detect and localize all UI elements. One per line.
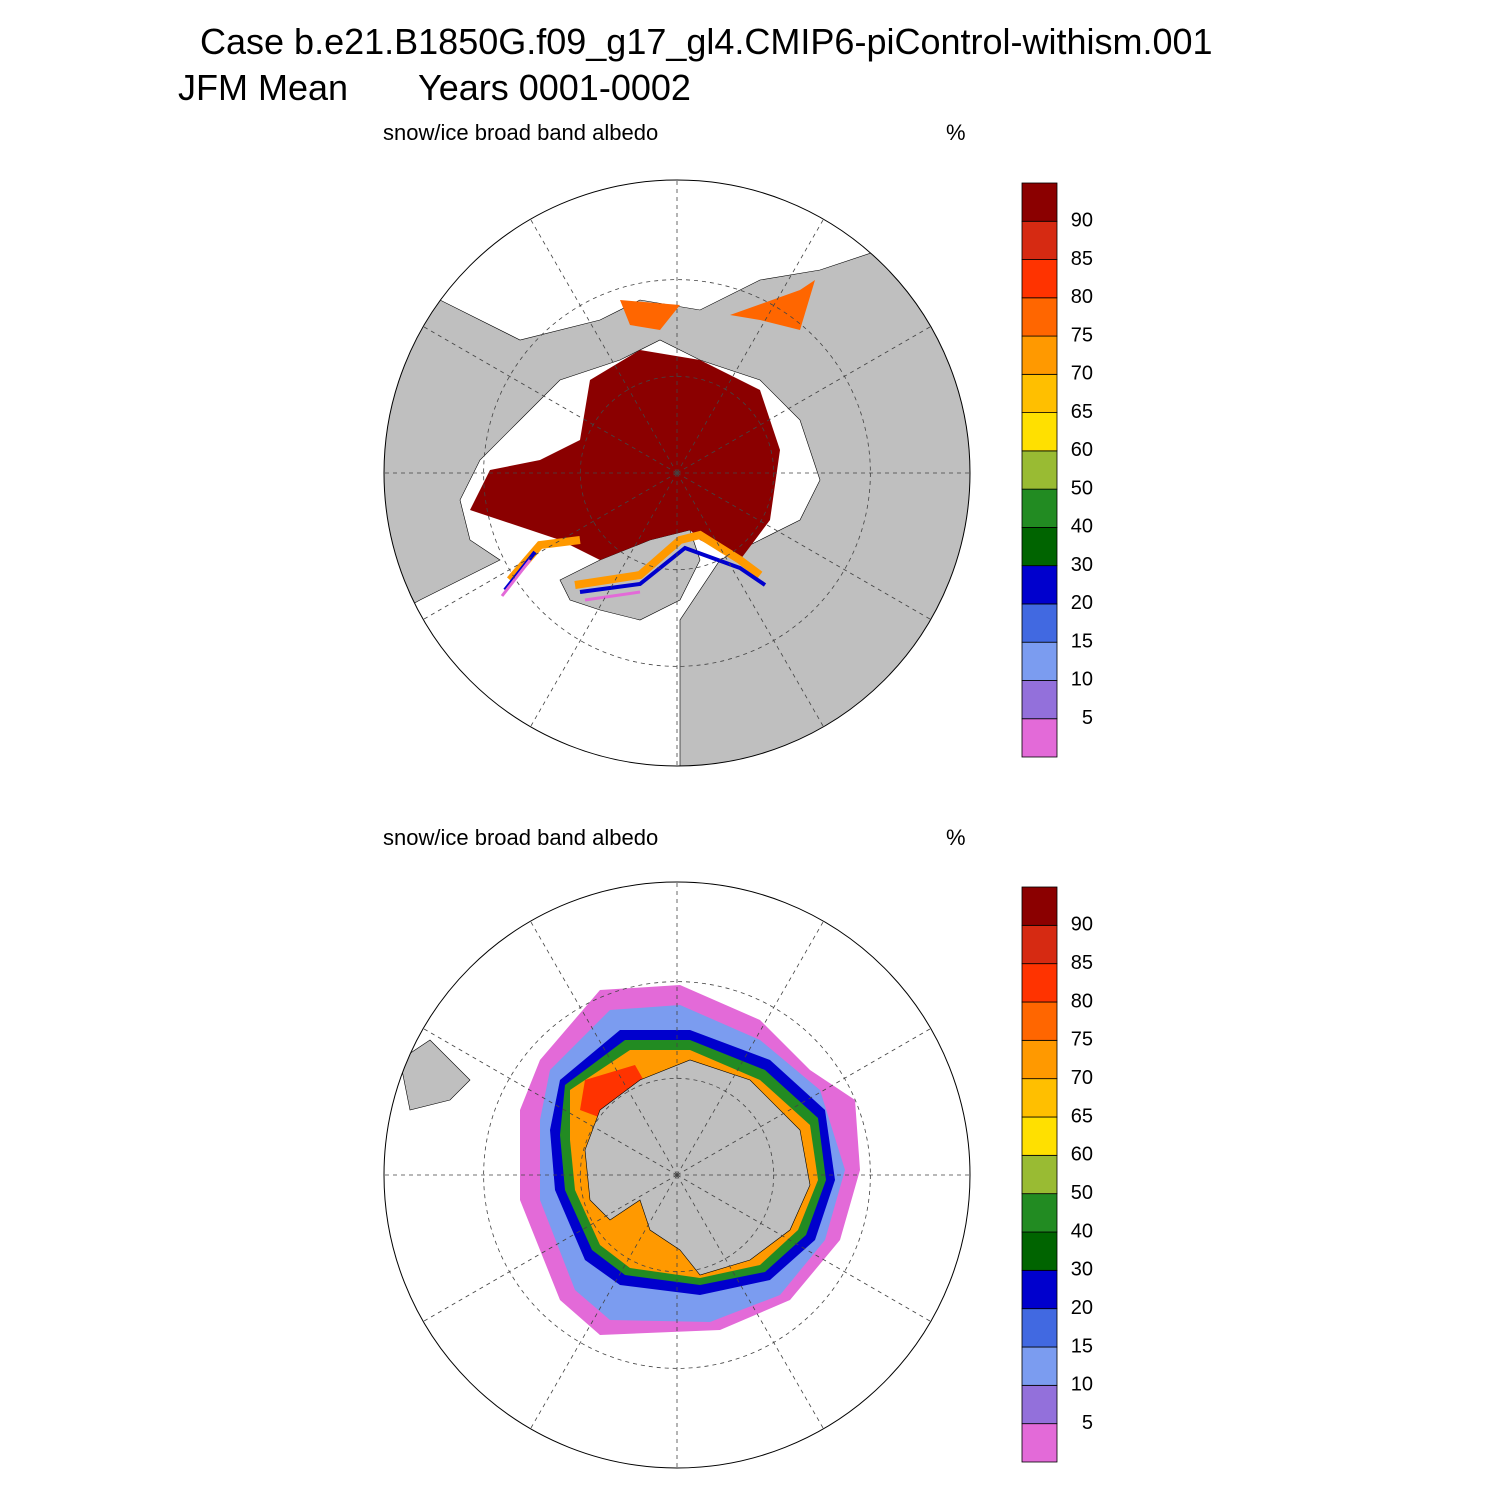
colorbar-label: 30 xyxy=(1071,554,1093,576)
panel-units: % xyxy=(946,825,966,850)
colorbar-label: 15 xyxy=(1071,1335,1093,1357)
longitude-line xyxy=(423,326,678,474)
colorbar-box xyxy=(1021,1346,1058,1386)
colorbar-label: 10 xyxy=(1071,669,1093,691)
colorbar-label: 90 xyxy=(1071,210,1093,232)
colorbar-label: 40 xyxy=(1071,516,1093,538)
colorbar-label: 20 xyxy=(1071,592,1093,614)
colorbar-box xyxy=(1021,259,1058,299)
longitude-line xyxy=(530,219,678,474)
colorbar-box xyxy=(1021,1039,1058,1080)
colorbar-label: 90 xyxy=(1071,914,1093,936)
colorbar-box xyxy=(1021,450,1058,490)
colorbar-box xyxy=(1021,886,1058,926)
panel-units: % xyxy=(946,120,966,145)
colorbar-box xyxy=(1021,1078,1058,1118)
longitude-line xyxy=(676,1028,931,1176)
colorbar-box xyxy=(1021,1154,1058,1195)
colorbar-label: 20 xyxy=(1071,1297,1093,1319)
longitude-line xyxy=(676,472,931,620)
south-map xyxy=(384,882,970,1468)
colorbar-box xyxy=(1021,1001,1058,1041)
longitude-line xyxy=(530,1174,678,1429)
colorbar-box xyxy=(1021,924,1058,965)
longitude-line xyxy=(423,472,678,620)
colorbar-box xyxy=(1021,1269,1058,1310)
colorbar-box xyxy=(1021,718,1058,758)
colorbar-label: 40 xyxy=(1071,1220,1093,1242)
longitude-line xyxy=(676,219,824,474)
colorbar-label: 75 xyxy=(1071,1029,1093,1051)
colorbar-label: 75 xyxy=(1071,324,1093,346)
colorbar-box xyxy=(1021,641,1058,681)
longitude-line xyxy=(676,921,824,1176)
longitude-line xyxy=(676,326,931,474)
longitude-line xyxy=(676,472,824,727)
longitude-line xyxy=(423,1028,678,1176)
colorbar-box xyxy=(1021,182,1058,222)
colorbar-label: 85 xyxy=(1071,952,1093,974)
colorbar-label: 60 xyxy=(1071,439,1093,461)
title: Case b.e21.B1850G.f09_g17_gl4.CMIP6-piCo… xyxy=(200,21,1213,62)
colorbar-box xyxy=(1021,527,1058,567)
colorbar-label: 50 xyxy=(1071,1182,1093,1204)
colorbar-box xyxy=(1021,297,1058,337)
colorbar-box xyxy=(1021,603,1058,643)
colorbar-box xyxy=(1021,335,1058,375)
colorbar-box xyxy=(1021,1116,1058,1156)
colorbar-box xyxy=(1021,412,1058,452)
north-border xyxy=(383,179,971,767)
longitude-line xyxy=(676,1174,931,1322)
longitude-line xyxy=(530,472,678,727)
colorbar-box xyxy=(1021,488,1058,528)
colorbar-label: 70 xyxy=(1071,363,1093,385)
colorbar-label: 10 xyxy=(1071,1374,1093,1396)
colorbar-label: 50 xyxy=(1071,477,1093,499)
panel-title: snow/ice broad band albedo xyxy=(383,120,658,145)
south-border xyxy=(383,881,971,1469)
colorbar-label: 15 xyxy=(1071,630,1093,652)
colorbar-box xyxy=(1021,1193,1058,1233)
longitude-line xyxy=(530,921,678,1176)
colorbar-label: 80 xyxy=(1071,990,1093,1012)
north-map xyxy=(384,180,970,766)
colorbar-box xyxy=(1021,565,1058,605)
north-grid xyxy=(384,180,970,766)
colorbar-label: 5 xyxy=(1082,707,1093,729)
colorbar-box xyxy=(1021,220,1058,260)
colorbar-label: 5 xyxy=(1082,1412,1093,1434)
colorbar-box xyxy=(1021,1308,1058,1348)
south-grid xyxy=(384,882,970,1468)
colorbar-box xyxy=(1021,1384,1058,1425)
colorbar-label: 30 xyxy=(1071,1259,1093,1281)
longitude-line xyxy=(423,1174,678,1322)
years: Years 0001-0002 xyxy=(418,67,691,108)
colorbar-label: 70 xyxy=(1071,1067,1093,1089)
colorbar-box xyxy=(1021,680,1058,720)
colorbar-label: 65 xyxy=(1071,401,1093,423)
colorbar-label: 85 xyxy=(1071,248,1093,270)
colorbar-label: 65 xyxy=(1071,1105,1093,1127)
season: JFM Mean xyxy=(178,67,348,108)
longitude-line xyxy=(676,1174,824,1429)
colorbar-box xyxy=(1021,373,1058,414)
colorbar-label: 60 xyxy=(1071,1144,1093,1166)
colorbars: 5 10 15 20 30 40 50 60 65 70 75 80 85 90 5 10 15 20 30 40 50… xyxy=(1021,182,1093,1463)
colorbar-label: 80 xyxy=(1071,286,1093,308)
panel-title: snow/ice broad band albedo xyxy=(383,825,658,850)
colorbar-box xyxy=(1021,963,1058,1003)
colorbar-box xyxy=(1021,1231,1058,1271)
colorbar-box xyxy=(1021,1423,1058,1463)
